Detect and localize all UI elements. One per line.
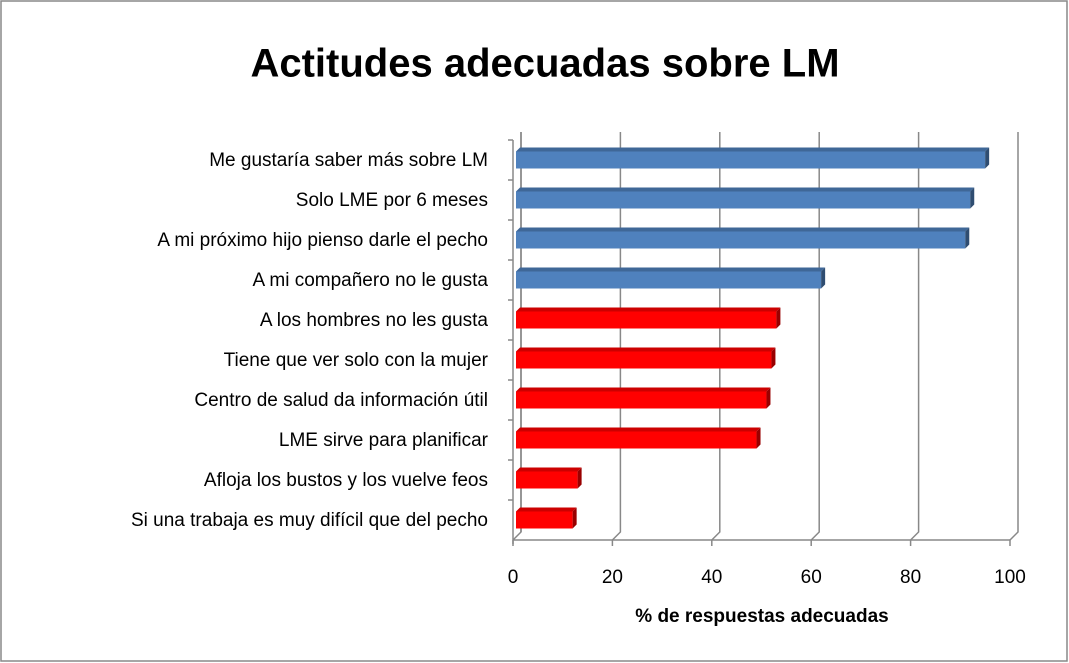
bar-face [516,511,573,529]
y-tick-label: Centro de salud da información útil [194,390,488,411]
y-tick-label: A mi próximo hijo pienso darle el pecho [157,230,488,251]
bar-face [516,151,986,169]
grid-line [810,132,820,541]
x-tick-label: 40 [701,567,722,588]
bar-face [776,307,781,329]
bar-face [516,187,975,192]
y-tick-label: LME sirve para planificar [279,430,489,451]
y-tick-label: Afloja los bustos y los vuelve feos [204,470,488,491]
x-tick-label: 100 [994,567,1026,588]
bar [516,347,776,369]
bar-face [516,307,781,312]
x-tick-label: 20 [602,567,623,588]
bar [516,467,582,489]
bar-face [516,191,971,209]
bar-face [516,351,772,369]
y-tick-label: Tiene que ver solo con la mujer [224,350,489,371]
bar-face [756,427,761,449]
bar-face [516,227,970,232]
bar-face [970,187,975,209]
grid-line [711,132,721,541]
bar [516,307,781,329]
bar [516,387,771,409]
bar-face [577,467,582,489]
bar [516,187,975,209]
bar-face [516,231,966,249]
bar-face [572,507,577,529]
y-tick-label: Solo LME por 6 meses [296,190,488,211]
y-tick-label: Si una trabaja es muy difícil que del pe… [131,510,488,531]
bar-face [516,347,776,352]
bar-face [516,467,582,472]
bar-face [516,471,578,489]
bar-face [516,387,771,392]
bar [516,507,577,529]
bar [516,147,990,169]
bar-face [516,267,826,272]
bar-face [821,267,826,289]
x-axis-title: % de respuestas adecuadas [635,606,888,627]
y-tick-label: A mi compañero no le gusta [252,270,488,291]
bar-face [516,311,777,329]
chart-title: Actitudes adecuadas sobre LM [250,42,839,86]
grid-line [910,132,920,541]
x-tick-label: 0 [508,567,519,588]
x-tick-label: 60 [801,567,822,588]
bar-face [516,427,761,432]
bar-face [516,271,822,289]
bar-face [516,507,577,512]
bar-face [766,387,771,409]
bar [516,427,761,449]
bar-face [516,431,757,449]
x-tick-label: 80 [900,567,921,588]
bar-face [771,347,776,369]
y-tick-label: A los hombres no les gusta [260,310,489,331]
grid-line [1009,132,1019,541]
bar [516,267,826,289]
grid-line [611,132,622,541]
bar [516,227,970,249]
bar-face [516,147,990,152]
bar-face [965,227,970,249]
bar-face [516,391,767,409]
y-tick-label: Me gustaría saber más sobre LM [209,150,488,171]
bar-face [985,147,990,169]
